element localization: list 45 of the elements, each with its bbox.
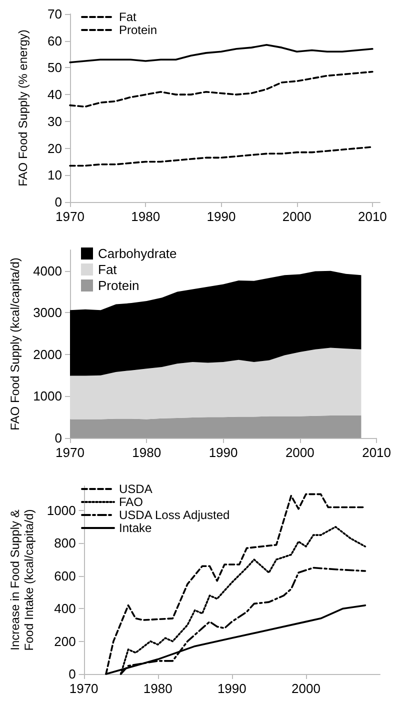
y-tick-label: 50 (48, 60, 62, 76)
y-tick-label: 20 (48, 140, 62, 156)
legend-label: Fat (119, 10, 138, 24)
y-tick-label: 800 (54, 536, 76, 551)
x-tick-label: 2010 (362, 445, 391, 460)
x-tick-label: 1970 (69, 681, 98, 696)
legend-label: USDA (119, 482, 152, 496)
y-tick-label: 10 (48, 168, 62, 183)
x-tick-label: 1970 (56, 445, 84, 460)
y-axis-title: Increase in Food Supply & Food Intake (kcal/capita/d) (8, 509, 36, 651)
y-axis-title: FAO Food Supply (kcal/capita/d) (8, 258, 22, 430)
x-tick-label: 1970 (56, 209, 84, 224)
legend-label: Fat (98, 262, 118, 277)
y-tick-label: 40 (48, 87, 62, 102)
y-tick-label: 400 (54, 601, 76, 616)
y-tick-label: 30 (48, 114, 62, 129)
y-tick-label: 2000 (33, 346, 62, 362)
legend-label: USDA Loss Adjusted (119, 508, 230, 522)
y-tick-label: 1000 (46, 503, 76, 518)
y-tick-label: 3000 (33, 305, 62, 320)
legend-label: Protein (98, 278, 140, 293)
y-tick-label: 0 (54, 194, 62, 210)
y-tick-label: 0 (68, 666, 76, 682)
y-tick-label: 1000 (33, 388, 62, 404)
x-tick-label: 1980 (143, 681, 172, 696)
x-tick-label: 2000 (285, 445, 314, 460)
x-tick-label: 1990 (208, 445, 238, 460)
y-tick-label: 600 (54, 568, 76, 584)
y-tick-label: 0 (54, 430, 62, 446)
y-tick-label: 70 (48, 6, 62, 22)
legend-label: Intake (119, 521, 152, 535)
legend-label: FAO (119, 495, 144, 509)
legend-label: Carbohydrate (98, 246, 177, 261)
x-tick-label: 1990 (217, 681, 246, 696)
y-axis-title: FAO Food Supply (% energy) (16, 30, 30, 186)
y-tick-label: 60 (48, 33, 62, 48)
x-tick-label: 2010 (358, 209, 387, 224)
legend-label: Protein (119, 23, 158, 37)
x-tick-label: 2000 (291, 681, 320, 696)
x-tick-label: 1990 (206, 209, 236, 224)
x-tick-label: 2000 (282, 209, 312, 224)
y-tick-label: 4000 (33, 263, 62, 278)
x-tick-label: 1980 (132, 445, 162, 460)
x-tick-label: 1980 (131, 209, 160, 224)
y-tick-label: 200 (54, 634, 76, 649)
